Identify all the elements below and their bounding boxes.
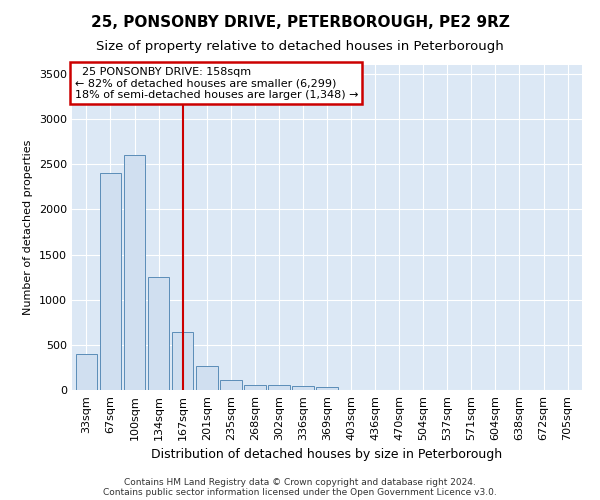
Bar	[244, 384, 266, 390]
Text: Size of property relative to detached houses in Peterborough: Size of property relative to detached ho…	[96, 40, 504, 53]
Text: 25 PONSONBY DRIVE: 158sqm
← 82% of detached houses are smaller (6,299)
18% of se: 25 PONSONBY DRIVE: 158sqm ← 82% of detac…	[74, 66, 358, 100]
Bar	[124, 156, 145, 390]
Y-axis label: Number of detached properties: Number of detached properties	[23, 140, 34, 315]
Bar	[76, 354, 97, 390]
Bar	[172, 332, 193, 390]
Bar	[292, 386, 314, 390]
X-axis label: Distribution of detached houses by size in Peterborough: Distribution of detached houses by size …	[151, 448, 503, 461]
Bar	[100, 174, 121, 390]
Bar	[148, 277, 169, 390]
Text: Contains HM Land Registry data © Crown copyright and database right 2024.
Contai: Contains HM Land Registry data © Crown c…	[103, 478, 497, 497]
Bar	[316, 388, 338, 390]
Bar	[196, 366, 218, 390]
Text: 25, PONSONBY DRIVE, PETERBOROUGH, PE2 9RZ: 25, PONSONBY DRIVE, PETERBOROUGH, PE2 9R…	[91, 15, 509, 30]
Bar	[268, 385, 290, 390]
Bar	[220, 380, 242, 390]
